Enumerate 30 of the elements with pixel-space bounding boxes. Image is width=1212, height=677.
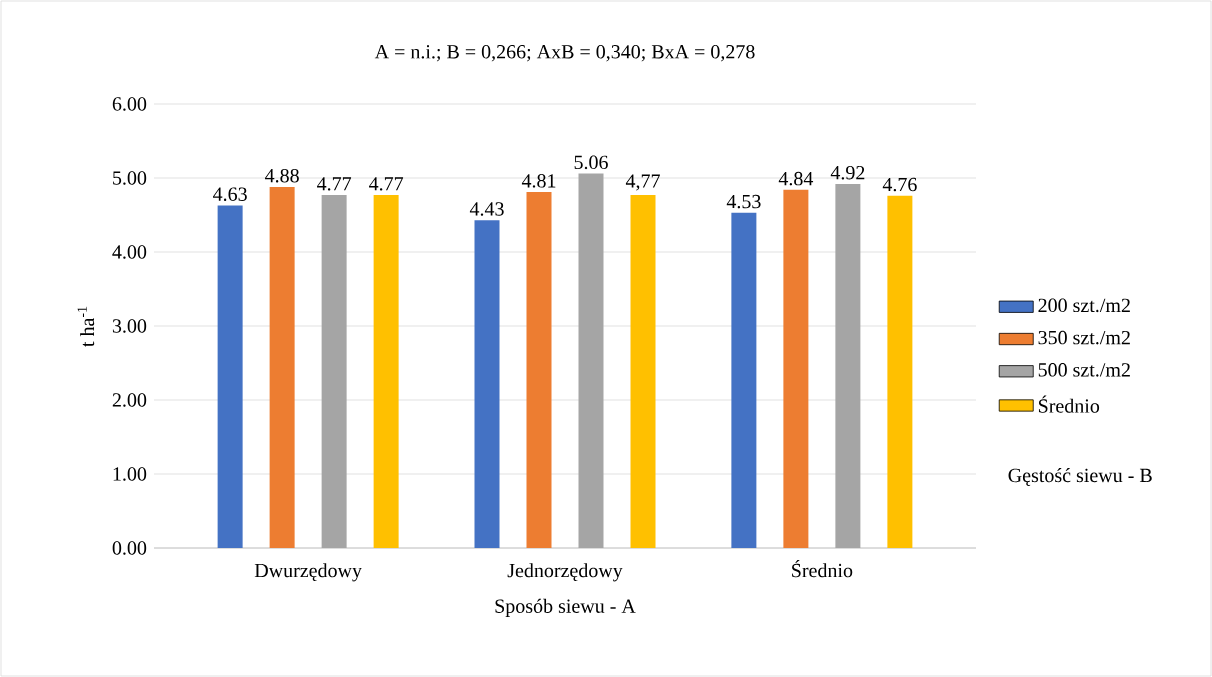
data-label: 4.77 [317,177,352,191]
legend-label: Średnio [1038,395,1100,413]
legend-label: 350 szt./m2 [1038,330,1130,345]
legend-title: Gęstość siewu - B [1008,468,1152,486]
y-tick-label: 6.00 [112,97,147,111]
data-label: 4.88 [265,168,299,183]
y-tick-label: 0.00 [112,541,147,555]
x-axis-title: Sposób siewu - A [495,598,636,617]
y-tick-label: 5.00 [113,171,147,185]
y-tick-label: 3.00 [112,319,147,333]
y-axis-title: t ha$^{-1}$ [77,306,95,347]
text: A = n.i.; B = 0,266; AxB = 0,340; BxA = 0,278 [374,45,755,62]
y-tick-label: 2.00 [112,393,147,407]
data-label: 4.92 [830,165,865,180]
data-label: 4.81 [521,174,556,188]
y-tick-label: 4.00 [112,245,147,259]
data-label: 4,77 [625,174,660,191]
data-label: 4.53 [726,194,761,209]
x-tick-label: Średnio [792,559,853,578]
data-label: 4.84 [778,171,814,186]
x-tick-label: Jednorzędowy [507,563,623,582]
data-label: 4.43 [469,202,504,216]
legend-label: 500 szt./m2 [1038,363,1130,377]
data-label: 4.76 [882,177,917,192]
data-label: 5.06 [574,155,608,170]
y-tick-label: 1.00 [113,467,147,481]
data-label: 4.63 [213,187,247,201]
data-label: 4.77 [369,177,404,191]
legend-label: 200 szt./m2 [1038,298,1130,313]
x-tick-label: Dwurzędowy [254,563,362,582]
